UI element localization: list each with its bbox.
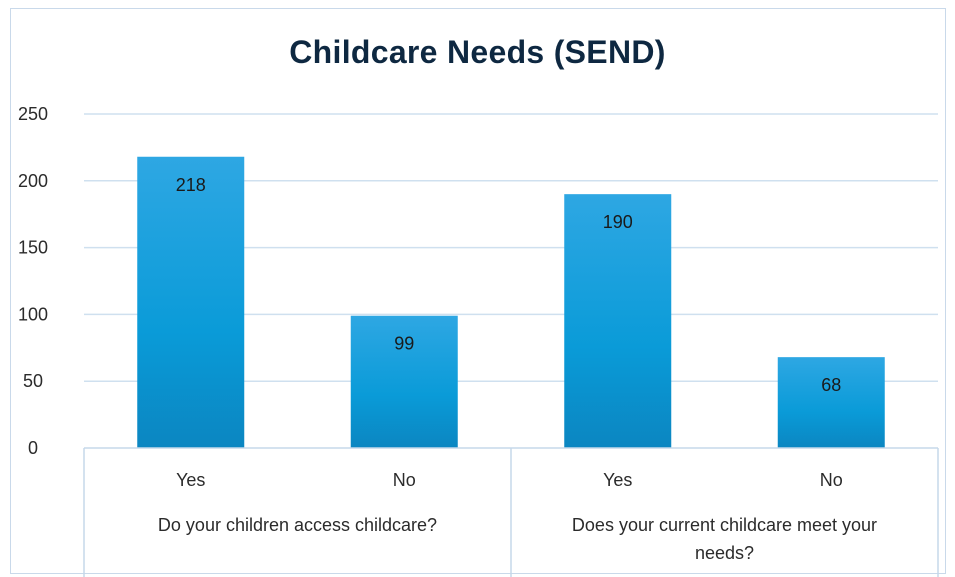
data-label: 190 bbox=[603, 212, 633, 232]
x-category-label: No bbox=[820, 470, 843, 490]
x-group-label: Do your children access childcare? bbox=[158, 515, 437, 535]
y-tick-label: 150 bbox=[18, 238, 48, 258]
bar bbox=[350, 315, 458, 448]
x-category-label: No bbox=[393, 470, 416, 490]
x-axis: Yes No Yes No Do your children access childc… bbox=[83, 447, 939, 577]
x-group-label: needs? bbox=[695, 543, 754, 563]
bar bbox=[564, 194, 672, 448]
data-label: 218 bbox=[176, 175, 206, 195]
data-label: 68 bbox=[821, 375, 841, 395]
bar bbox=[137, 156, 245, 448]
bar bbox=[777, 357, 885, 448]
y-tick-label: 50 bbox=[23, 371, 43, 391]
x-category-label: Yes bbox=[176, 470, 205, 490]
chart-title: Childcare Needs (SEND) bbox=[289, 34, 666, 70]
data-label: 99 bbox=[394, 334, 414, 354]
y-tick-label: 100 bbox=[18, 304, 48, 324]
x-group-label: Does your current childcare meet your bbox=[572, 515, 877, 535]
y-tick-label: 250 bbox=[18, 104, 48, 124]
y-tick-label: 200 bbox=[18, 171, 48, 191]
y-tick-label: 0 bbox=[28, 438, 38, 458]
x-category-label: Yes bbox=[603, 470, 632, 490]
bars: 218 99 190 68 bbox=[137, 156, 885, 448]
y-axis: 0 50 100 150 200 250 bbox=[18, 104, 48, 458]
